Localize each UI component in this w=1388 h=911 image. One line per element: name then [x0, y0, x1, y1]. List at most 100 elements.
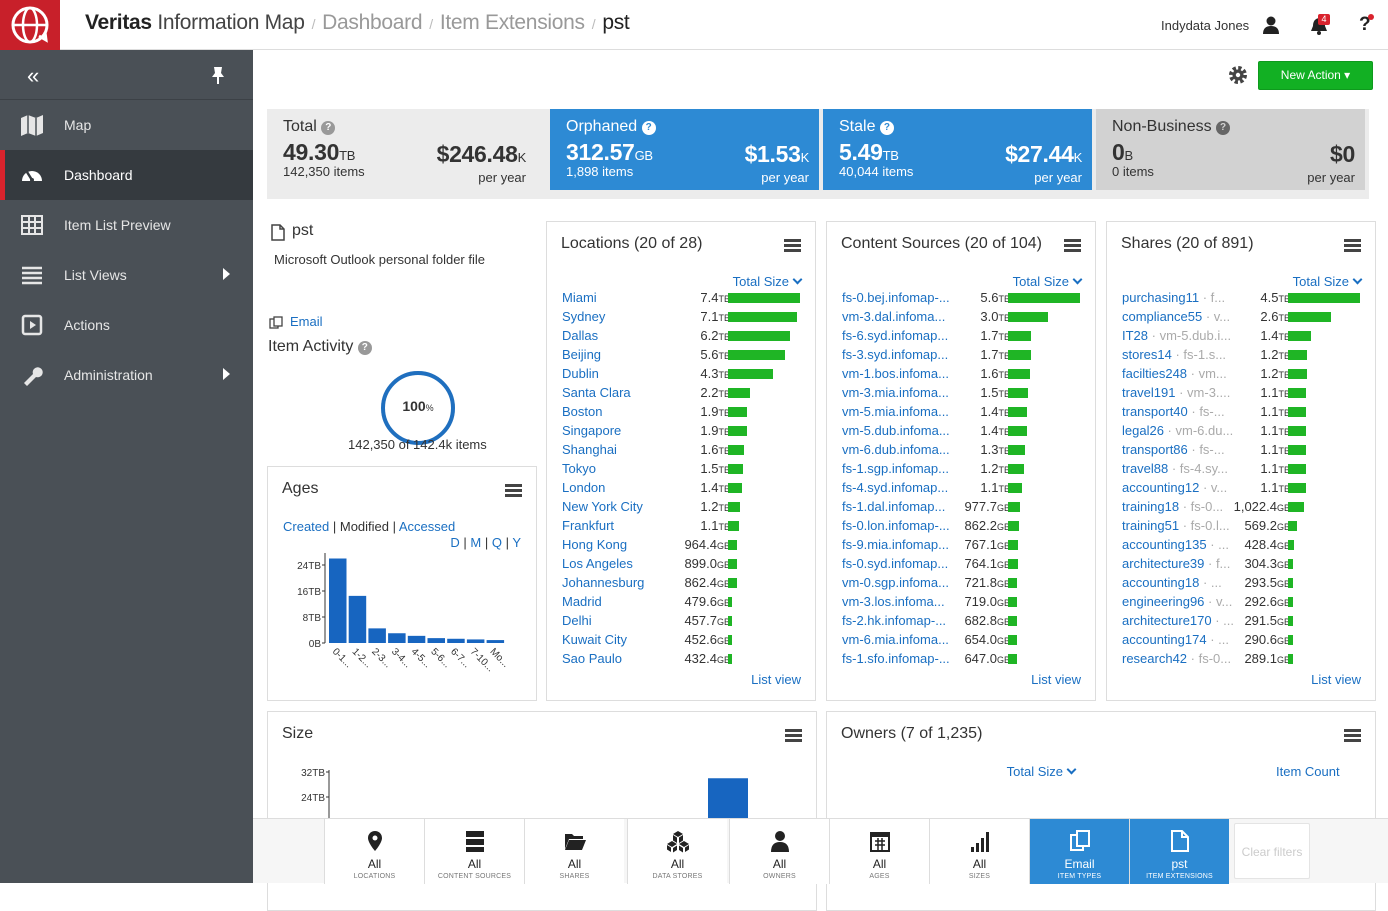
item-name-link[interactable]: Delhi	[562, 613, 592, 628]
item-name-link[interactable]: Santa Clara	[562, 385, 631, 400]
item-name-link[interactable]: Singapore	[562, 423, 621, 438]
item-name-link[interactable]: Los Angeles	[562, 556, 633, 571]
item-name-link[interactable]: Miami	[562, 290, 597, 305]
item-name-link[interactable]: fs-6.syd.infomap...	[842, 328, 948, 343]
item-name-link[interactable]: Hong Kong	[562, 537, 627, 552]
help-icon[interactable]: ?	[879, 121, 894, 135]
filter-shares-button[interactable]: All SHARES	[524, 819, 624, 884]
ages-mode-modified[interactable]: Modified	[339, 519, 389, 534]
breadcrumb-dashboard[interactable]: Dashboard	[322, 11, 423, 34]
clear-filters-button[interactable]: Clear filters	[1234, 823, 1310, 879]
kpi-orphaned[interactable]: Orphaned ? 312.57GB 1,898 items $1.53K pe…	[550, 109, 819, 190]
item-name-link[interactable]: Johannesburg	[562, 575, 644, 590]
user-icon[interactable]	[1262, 16, 1280, 34]
item-name-link[interactable]: Shanghai	[562, 442, 617, 457]
item-name-link[interactable]: stores14 · fs-1.s...	[1122, 347, 1226, 362]
ages-mode-accessed[interactable]: Accessed	[398, 519, 456, 534]
gear-icon[interactable]	[1227, 64, 1249, 86]
filter-owners-button[interactable]: All OWNERS	[729, 819, 829, 884]
ages-bar[interactable]	[447, 638, 465, 643]
item-name-link[interactable]: accounting12 · v...	[1122, 480, 1227, 495]
help-icon[interactable]: ?	[321, 121, 336, 135]
period-q[interactable]: Q	[491, 535, 502, 550]
item-name-link[interactable]: fs-0.lon.infomap-...	[842, 518, 950, 533]
item-name-link[interactable]: vm-5.mia.infoma...	[842, 404, 949, 419]
filter-data-stores-button[interactable]: All DATA STORES	[627, 819, 727, 884]
email-type-link[interactable]: Email	[290, 314, 323, 329]
item-name-link[interactable]: engineering96 · v...	[1122, 594, 1232, 609]
item-name-link[interactable]: fs-2.hk.infomap-...	[842, 613, 946, 628]
owners-sort-dropdown[interactable]: Total Size	[1007, 764, 1075, 779]
user-name[interactable]: Indydata Jones	[1161, 18, 1250, 33]
locations-sort-dropdown[interactable]: Total Size	[733, 274, 801, 289]
item-name-link[interactable]: vm-6.dub.infoma...	[842, 442, 950, 457]
ages-menu-icon[interactable]	[505, 484, 522, 497]
ages-bar[interactable]	[486, 640, 505, 643]
item-name-link[interactable]: vm-1.bos.infoma...	[842, 366, 949, 381]
item-name-link[interactable]: New York City	[562, 499, 643, 514]
item-name-link[interactable]: vm-5.dub.infoma...	[842, 423, 950, 438]
filter-item-types-button[interactable]: Email ITEM TYPES	[1029, 819, 1129, 884]
ages-bar[interactable]	[329, 558, 347, 644]
item-name-link[interactable]: compliance55 · v...	[1122, 309, 1230, 324]
sidebar-item-administration[interactable]: Administration	[0, 350, 253, 400]
filter-sizes-button[interactable]: All SIZES	[929, 819, 1029, 884]
size-menu-icon[interactable]	[785, 729, 802, 742]
content-sources-sort-dropdown[interactable]: Total Size	[1013, 274, 1081, 289]
item-name-link[interactable]: Madrid	[562, 594, 602, 609]
help-icon[interactable]: ?	[641, 121, 656, 135]
collapse-sidebar-icon[interactable]: «	[27, 63, 40, 88]
sidebar-item-actions[interactable]: Actions	[0, 300, 253, 350]
ages-bar[interactable]	[427, 638, 446, 643]
item-name-link[interactable]: accounting135 · ...	[1122, 537, 1229, 552]
item-name-link[interactable]: Frankfurt	[562, 518, 614, 533]
item-name-link[interactable]: architecture170 · ...	[1122, 613, 1234, 628]
item-name-link[interactable]: transport40 · fs-...	[1122, 404, 1225, 419]
ages-mode-created[interactable]: Created	[283, 519, 330, 534]
item-name-link[interactable]: fs-0.syd.infomap...	[842, 556, 948, 571]
filter-item-extensions-button[interactable]: pst ITEM EXTENSIONS	[1129, 819, 1229, 884]
item-name-link[interactable]: purchasing11 · f...	[1122, 290, 1225, 305]
help-icon[interactable]: ?	[357, 341, 372, 355]
item-name-link[interactable]: Beijing	[562, 347, 601, 362]
content-sources-list-view-link[interactable]: List view	[1031, 672, 1081, 687]
item-name-link[interactable]: research42 · fs-0...	[1122, 651, 1231, 666]
item-name-link[interactable]: travel88 · fs-4.sy...	[1122, 461, 1228, 476]
sidebar-item-list-views[interactable]: List Views	[0, 250, 253, 300]
item-name-link[interactable]: vm-6.mia.infoma...	[842, 632, 949, 647]
item-name-link[interactable]: Sao Paulo	[562, 651, 622, 666]
kpi-non-business[interactable]: Non-Business ? 0B 0 items $0 per year	[1096, 109, 1365, 190]
item-name-link[interactable]: Boston	[562, 404, 602, 419]
item-name-link[interactable]: fs-1.sfo.infomap-...	[842, 651, 950, 666]
item-name-link[interactable]: transport86 · fs-...	[1122, 442, 1225, 457]
item-name-link[interactable]: Kuwait City	[562, 632, 627, 647]
sidebar-item-dashboard[interactable]: Dashboard	[0, 150, 253, 200]
locations-menu-icon[interactable]	[784, 239, 801, 252]
item-name-link[interactable]: fs-0.bej.infomap-...	[842, 290, 950, 305]
item-name-link[interactable]: training51 · fs-0.l...	[1122, 518, 1230, 533]
item-name-link[interactable]: IT28 · vm-5.dub.i...	[1122, 328, 1231, 343]
item-name-link[interactable]: fs-1.sgp.infomap...	[842, 461, 949, 476]
content-sources-menu-icon[interactable]	[1064, 239, 1081, 252]
period-d[interactable]: D	[450, 535, 460, 550]
item-name-link[interactable]: fs-4.syd.infomap...	[842, 480, 948, 495]
kpi-stale[interactable]: Stale ? 5.49TB 40,044 items $27.44K per y…	[823, 109, 1092, 190]
filter-content-sources-button[interactable]: All CONTENT SOURCES	[424, 819, 524, 884]
ages-bar[interactable]	[466, 639, 485, 643]
item-name-link[interactable]: London	[562, 480, 605, 495]
item-name-link[interactable]: facilties248 · vm...	[1122, 366, 1227, 381]
locations-list-view-link[interactable]: List view	[751, 672, 801, 687]
period-m[interactable]: M	[470, 535, 482, 550]
breadcrumb-item-extensions[interactable]: Item Extensions	[439, 11, 585, 34]
ages-bar[interactable]	[368, 628, 386, 643]
item-name-link[interactable]: architecture39 · f...	[1122, 556, 1230, 571]
shares-sort-dropdown[interactable]: Total Size	[1293, 274, 1361, 289]
item-name-link[interactable]: Dallas	[562, 328, 598, 343]
item-name-link[interactable]: training18 · fs-0...	[1122, 499, 1223, 514]
item-name-link[interactable]: travel191 · vm-3....	[1122, 385, 1230, 400]
ages-bar[interactable]	[388, 633, 406, 643]
sidebar-item-map[interactable]: Map	[0, 100, 253, 150]
help-icon[interactable]: ?	[1359, 14, 1371, 35]
shares-menu-icon[interactable]	[1344, 239, 1361, 252]
ages-bar[interactable]	[348, 595, 367, 643]
